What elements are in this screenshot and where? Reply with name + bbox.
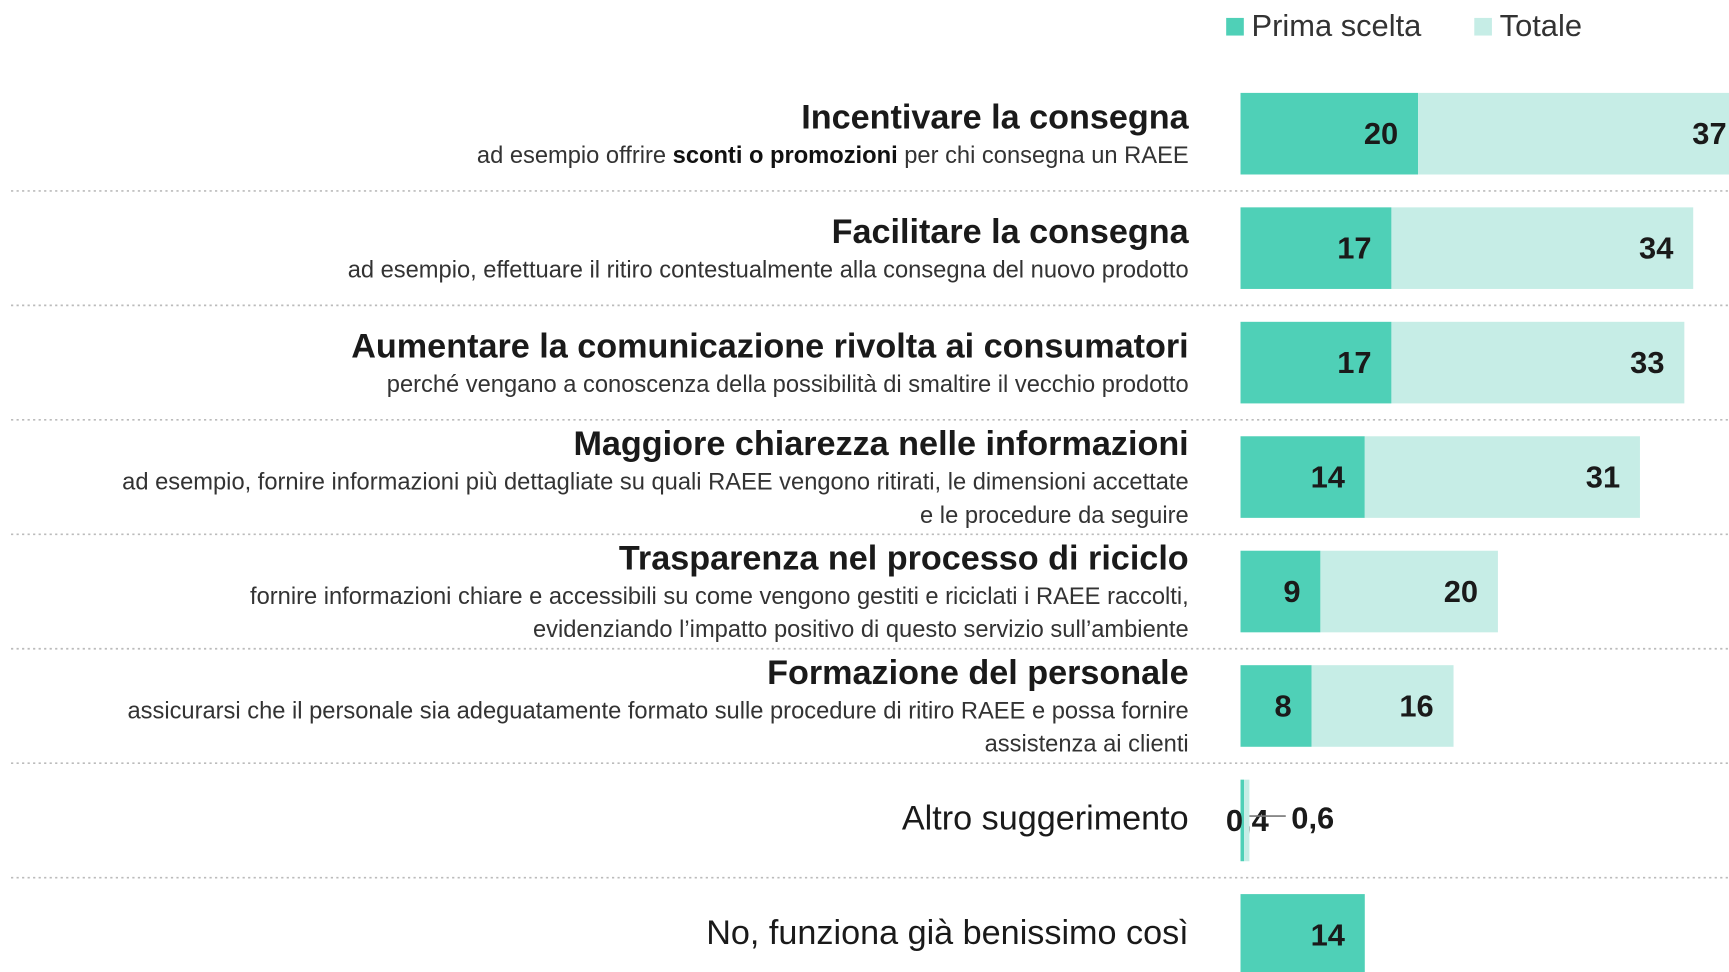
description-part: assicurarsi che il personale sia adeguat… (127, 699, 1188, 725)
category-description: fornire informazioni chiare e accessibil… (250, 584, 1189, 610)
description-part: per chi consegna un RAEE (898, 143, 1189, 169)
bar-segment (1418, 92, 1729, 175)
category-title: Maggiore chiarezza nelle informazioni (573, 425, 1188, 463)
value-label: 9 (1283, 574, 1300, 609)
legend-label: Totale (1500, 8, 1582, 43)
description-part: ad esempio offrire (477, 143, 673, 169)
bar-segment (1391, 321, 1685, 404)
description-part: perché vengano a conoscenza della possib… (387, 372, 1189, 398)
description-part: ad esempio, effettuare il ritiro contest… (348, 258, 1189, 284)
category-description: ad esempio, fornire informazioni più det… (122, 470, 1189, 496)
value-label: 34 (1639, 231, 1673, 266)
category-title: Incentivare la consegna (801, 98, 1189, 136)
category-description: ad esempio, effettuare il ritiro contest… (348, 258, 1189, 284)
bar-segment (1240, 779, 1245, 862)
category-description: assistenza ai clienti (985, 732, 1189, 758)
category-title: Facilitare la consegna (832, 213, 1190, 251)
value-label: 0,6 (1291, 801, 1334, 836)
bar-segment (1244, 779, 1250, 862)
category-description: e le procedure da seguire (920, 503, 1189, 529)
category-title: Aumentare la comunicazione rivolta ai co… (351, 327, 1188, 365)
value-label: 14 (1311, 459, 1345, 494)
category-title: No, funziona già benissimo così (706, 914, 1188, 952)
bar-segment (1240, 894, 1365, 972)
bar-segment (1240, 550, 1321, 633)
bar-segment (1391, 207, 1694, 289)
value-label: 20 (1444, 574, 1478, 609)
bar-segment (1240, 321, 1392, 404)
description-part: e le procedure da seguire (920, 503, 1189, 529)
value-label: 17 (1337, 345, 1371, 380)
legend-swatch (1474, 17, 1492, 36)
bar-segment (1240, 92, 1419, 175)
category-description: assicurarsi che il personale sia adeguat… (127, 699, 1188, 725)
bar-segment (1364, 436, 1640, 518)
value-label: 20 (1364, 116, 1398, 151)
category-description: ad esempio offrire sconti o promozioni p… (477, 143, 1189, 169)
category-title: Trasparenza nel processo di riciclo (619, 540, 1189, 578)
bar-segment (1311, 665, 1454, 747)
bar-segment (1240, 207, 1392, 289)
bar-segment (1240, 665, 1312, 747)
legend-swatch (1226, 17, 1244, 36)
value-label: 16 (1399, 688, 1433, 723)
category-description: perché vengano a conoscenza della possib… (387, 372, 1189, 398)
value-label: 17 (1337, 231, 1371, 266)
bar-segment (1240, 436, 1365, 518)
description-part: ad esempio, fornire informazioni più det… (122, 470, 1189, 496)
description-part: evidenziando l’impatto positivo di quest… (533, 617, 1189, 643)
description-part: sconti o promozioni (673, 143, 898, 169)
category-description: evidenziando l’impatto positivo di quest… (533, 617, 1189, 643)
value-label: 14 (1311, 917, 1345, 952)
bar-segment (1320, 550, 1498, 633)
description-part: assistenza ai clienti (985, 732, 1189, 758)
category-title: Formazione del personale (767, 654, 1189, 692)
value-label: 8 (1275, 688, 1292, 723)
value-label: 33 (1630, 345, 1664, 380)
legend-label: Prima scelta (1252, 8, 1423, 43)
value-label: 37 (1692, 116, 1726, 151)
value-label: 31 (1586, 459, 1620, 494)
description-part: fornire informazioni chiare e accessibil… (250, 584, 1189, 610)
category-title: Altro suggerimento (902, 799, 1189, 837)
